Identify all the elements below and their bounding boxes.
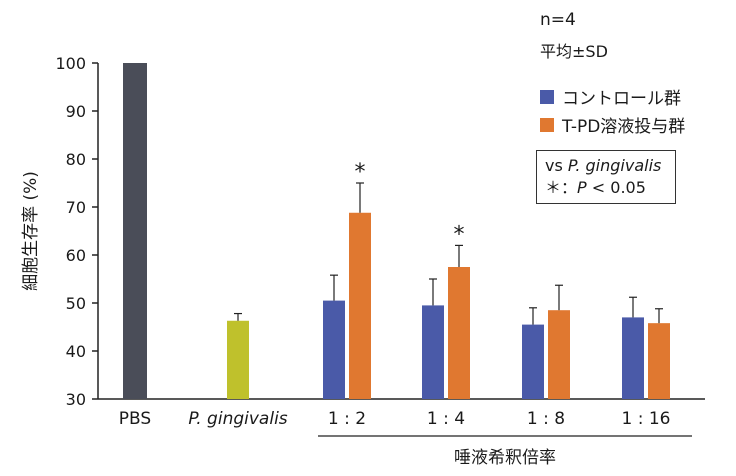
bar-tpd-5 (648, 323, 670, 399)
labels: 細胞生存率 (%) PBS P. gingivalis 1 : 2 1 : 4 1 : 8… (21, 160, 670, 468)
y-tick-label: 100 (55, 54, 86, 73)
dilution-group-label: 唾液希釈倍率 (454, 448, 556, 468)
bar-control-5 (622, 317, 644, 399)
y-tick-label: 70 (66, 198, 86, 217)
significance-star: * (454, 222, 465, 247)
significance-note-box: vs P. gingivalis ＊：P < 0.05 (536, 150, 676, 204)
legend-label-control: コントロール群 (562, 89, 681, 109)
vs-target: P. gingivalis (567, 156, 662, 175)
bar-pbs (123, 63, 147, 399)
y-tick-label: 50 (66, 294, 86, 313)
bar-pg (227, 320, 249, 399)
significance-threshold: ＊：P < 0.05 (545, 177, 667, 199)
sig-threshold: < 0.05 (586, 178, 646, 197)
bars (123, 63, 670, 399)
significance-comparison: vs P. gingivalis (545, 155, 667, 177)
legend-item-tpd: T-PD溶液投与群 (540, 112, 685, 137)
x-tick-label: PBS (119, 409, 151, 429)
sig-p: P (577, 178, 587, 197)
bar-control-2 (323, 300, 345, 399)
x-tick-label: 1 : 16 (622, 409, 671, 429)
legend-item-control: コントロール群 (540, 84, 681, 109)
bar-tpd-3 (448, 267, 470, 399)
y-tick-label: 40 (66, 342, 86, 361)
sig-sep: ： (561, 178, 578, 197)
vs-prefix: vs (545, 156, 568, 175)
sample-size-label: n=4 (540, 10, 576, 30)
y-tick-label: 90 (66, 102, 86, 121)
x-tick-label: 1 : 8 (527, 409, 565, 429)
legend-label-tpd: T-PD溶液投与群 (562, 117, 686, 137)
sig-star: ＊ (545, 178, 562, 197)
significance-star: * (355, 160, 366, 185)
axes: 30 40 50 60 70 80 90 100 (55, 54, 705, 437)
y-tick-label: 30 (66, 390, 86, 409)
x-tick-label: 1 : 2 (328, 409, 366, 429)
legend-swatch-tpd (540, 117, 554, 132)
statistic-label: 平均±SD (540, 42, 608, 61)
bar-tpd-2 (349, 212, 371, 399)
x-tick-label: P. gingivalis (188, 409, 287, 429)
bar-control-3 (422, 305, 444, 399)
bar-control-4 (522, 324, 544, 399)
legend-swatch-control (540, 89, 554, 104)
y-axis-title: 細胞生存率 (%) (21, 171, 41, 291)
y-tick-label: 80 (66, 150, 86, 169)
y-tick-label: 60 (66, 246, 86, 265)
bar-tpd-4 (548, 310, 570, 399)
x-tick-label: 1 : 4 (427, 409, 465, 429)
